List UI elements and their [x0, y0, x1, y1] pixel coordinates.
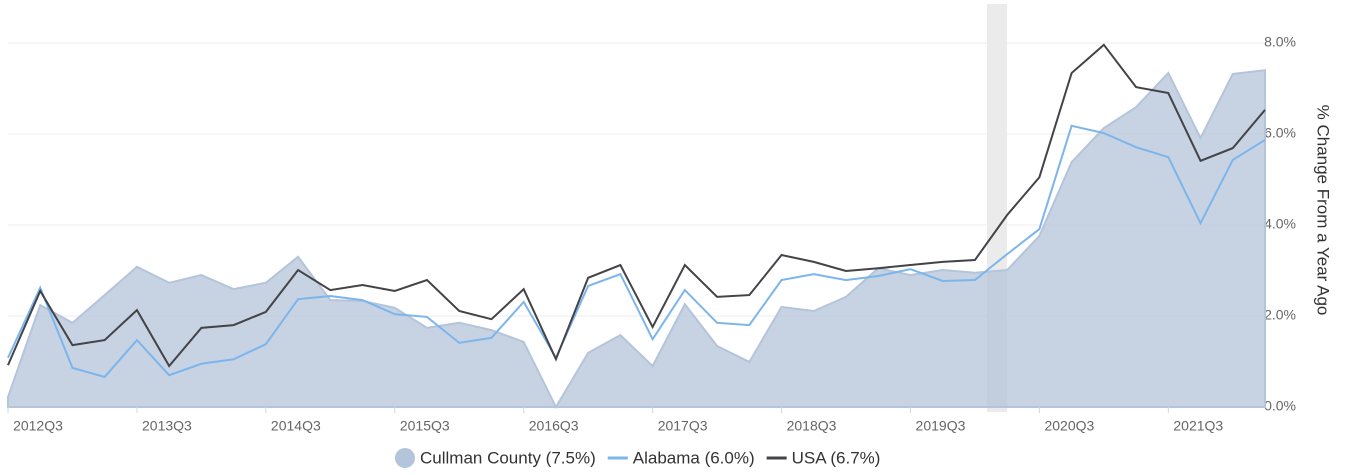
- x-tick-label: 2013Q3: [142, 418, 192, 434]
- x-tick-label: 2021Q3: [1173, 418, 1223, 434]
- x-tick-label: 2014Q3: [271, 418, 321, 434]
- x-tick-label: 2016Q3: [529, 418, 579, 434]
- x-tick-label: 2019Q3: [916, 418, 966, 434]
- y-tick-label: 0.0%: [1264, 398, 1296, 414]
- y-tick-label: 4.0%: [1264, 216, 1296, 232]
- line: [7, 43, 1266, 368]
- x-tick-label: 2015Q3: [400, 418, 450, 434]
- line: [7, 124, 1266, 379]
- y-tick-label: 2.0%: [1264, 307, 1296, 323]
- x-tick-label: 2017Q3: [658, 418, 708, 434]
- y-axis-label: % Change From a Year Ago: [1314, 105, 1333, 316]
- area: [7, 69, 1266, 410]
- x-tick-label: 2020Q3: [1044, 418, 1094, 434]
- legend-label: Alabama (6.0%): [633, 448, 755, 467]
- y-tick-label: 8.0%: [1264, 34, 1296, 50]
- x-tick-label: 2012Q3: [13, 418, 63, 434]
- legend-label: USA (6.7%): [792, 448, 881, 467]
- legend-label: Cullman County (7.5%): [420, 448, 596, 467]
- legend: Cullman County (7.5%) Alabama (6.0%) USA (…: [395, 448, 880, 468]
- y-tick-label: 6.0%: [1264, 125, 1296, 141]
- legend-swatch: [395, 448, 415, 468]
- x-tick-label: 2018Q3: [787, 418, 837, 434]
